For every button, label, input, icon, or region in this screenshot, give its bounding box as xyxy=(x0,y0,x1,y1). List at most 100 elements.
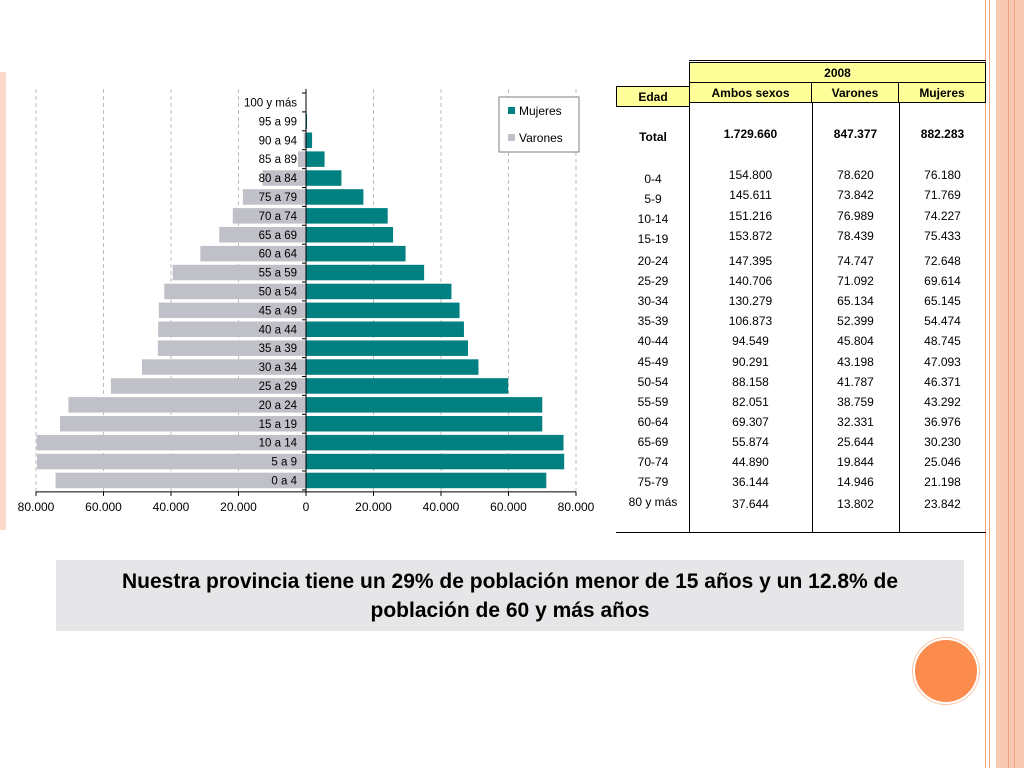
table-row-edad: 0-4 xyxy=(644,172,662,186)
table-cell-varones: 45.804 xyxy=(837,334,874,348)
col-ambos-header: Ambos sexos xyxy=(689,82,812,103)
table-year-header: 2008 xyxy=(689,62,986,83)
col-mujeres-header: Mujeres xyxy=(898,82,986,103)
col-edad-header: Edad xyxy=(616,86,690,107)
bar-varones xyxy=(232,208,306,224)
table-cell-mujeres: 72.648 xyxy=(924,254,961,268)
table-row-edad: 15-19 xyxy=(637,232,669,246)
col-edad-label: Edad xyxy=(638,90,668,104)
x-tick-label: 20.000 xyxy=(220,500,257,514)
bar-varones xyxy=(158,321,306,337)
total-varones: 847.377 xyxy=(833,127,878,141)
table-row-edad: 50-54 xyxy=(637,375,669,389)
total-label: Total xyxy=(639,130,667,144)
total-ambos: 1.729.660 xyxy=(723,127,778,141)
table-cell-varones: 25.644 xyxy=(837,435,874,449)
bar-mujeres xyxy=(306,321,464,337)
table-cell-ambos: 145.611 xyxy=(729,188,772,202)
table-cell-mujeres: 69.614 xyxy=(924,274,961,288)
category-label: 70 a 74 xyxy=(259,211,298,223)
bar-mujeres xyxy=(306,113,308,130)
chart-legend: Mujeres Varones xyxy=(498,96,580,153)
bar-varones xyxy=(164,283,306,300)
bar-varones xyxy=(200,245,306,262)
category-label: 35 a 39 xyxy=(259,343,297,355)
bar-varones xyxy=(55,472,307,489)
table-row-edad: 5-9 xyxy=(644,192,662,206)
table-row-edad: 30-34 xyxy=(637,294,669,308)
table-bottom-line xyxy=(616,532,986,533)
x-tick-label: 80.000 xyxy=(558,500,595,514)
table-cell-varones: 32.331 xyxy=(837,415,874,429)
bar-mujeres xyxy=(306,170,342,186)
bar-mujeres xyxy=(306,378,509,394)
bar-mujeres xyxy=(306,453,565,470)
bar-mujeres xyxy=(306,189,364,205)
table-top-line xyxy=(689,60,986,61)
category-label: 60 a 64 xyxy=(259,249,298,261)
table-cell-mujeres: 21.198 xyxy=(924,475,961,489)
bar-mujeres xyxy=(306,416,543,432)
bar-mujeres xyxy=(306,208,388,224)
total-mujeres: 882.283 xyxy=(920,127,965,141)
table-cell-mujeres: 46.371 xyxy=(924,375,961,389)
bar-varones xyxy=(172,264,306,281)
table-cell-mujeres: 76.180 xyxy=(924,168,961,182)
table-row-edad: 70-74 xyxy=(637,455,669,469)
table-cell-ambos: 140.706 xyxy=(728,274,773,288)
table-cell-varones: 13.802 xyxy=(837,497,874,511)
table-cell-varones: 41.787 xyxy=(837,375,874,389)
bar-mujeres xyxy=(306,472,547,489)
col-ambos-label: Ambos sexos xyxy=(711,86,790,100)
x-tick-label: 20.000 xyxy=(355,500,392,514)
table-cell-ambos: 153.872 xyxy=(728,229,773,243)
table-row-edad: 10-14 xyxy=(637,212,669,226)
bar-mujeres xyxy=(306,359,479,375)
col-varones-header: Varones xyxy=(811,82,899,103)
table-cell-ambos: 130.279 xyxy=(728,294,773,308)
table-cell-mujeres: 71.769 xyxy=(924,188,961,202)
col-mujeres-label: Mujeres xyxy=(919,86,965,100)
table-cell-varones: 71.092 xyxy=(837,274,874,288)
legend-label: Varones xyxy=(519,131,563,145)
decor-line-2 xyxy=(989,0,990,768)
table-cell-varones: 65.134 xyxy=(837,294,874,308)
table-cell-varones: 78.439 xyxy=(837,229,874,243)
bar-varones xyxy=(297,151,306,167)
bar-varones xyxy=(110,378,306,394)
bar-mujeres xyxy=(306,151,325,167)
table-cell-ambos: 88.158 xyxy=(732,375,769,389)
pyramid-svg: 0 a 4 5 a 9 10 a 14 15 a 19 20 a 24 25 a 29 30… xyxy=(18,89,595,514)
table-cell-mujeres: 23.842 xyxy=(924,497,961,511)
bar-mujeres xyxy=(306,434,564,451)
bar-varones xyxy=(37,453,306,470)
bar-varones xyxy=(68,397,307,413)
table-cell-mujeres: 25.046 xyxy=(924,455,961,469)
table-cell-mujeres: 54.474 xyxy=(924,314,961,328)
table-row-edad: 20-24 xyxy=(637,254,669,268)
table-cell-mujeres: 47.093 xyxy=(924,355,961,369)
category-label: 95 a 99 xyxy=(259,116,297,128)
bar-mujeres xyxy=(306,132,313,148)
legend-label: Mujeres xyxy=(519,104,562,118)
table-row-edad: 65-69 xyxy=(637,435,669,449)
bar-mujeres xyxy=(306,227,394,243)
table-row-edad: 45-49 xyxy=(637,355,669,369)
category-label: 50 a 54 xyxy=(259,286,298,298)
bar-varones xyxy=(157,340,306,356)
table-cell-varones: 73.842 xyxy=(837,188,874,202)
table-cell-ambos: 147.395 xyxy=(728,254,773,268)
legend-swatch xyxy=(508,107,515,114)
table-divider-2 xyxy=(812,103,813,533)
table-cell-ambos: 154.800 xyxy=(728,168,773,182)
bar-mujeres xyxy=(306,245,406,262)
bar-varones xyxy=(303,132,306,148)
table-cell-ambos: 69.307 xyxy=(732,415,769,429)
category-label: 30 a 34 xyxy=(259,362,298,374)
decorative-circle xyxy=(913,638,979,704)
table-cell-varones: 74.747 xyxy=(837,254,874,268)
population-pyramid-chart: 0 a 4 5 a 9 10 a 14 15 a 19 20 a 24 25 a 29 30… xyxy=(8,72,605,530)
table-cell-varones: 43.198 xyxy=(837,355,874,369)
category-label: 65 a 69 xyxy=(259,230,297,242)
table-cell-ambos: 36.144 xyxy=(732,475,769,489)
